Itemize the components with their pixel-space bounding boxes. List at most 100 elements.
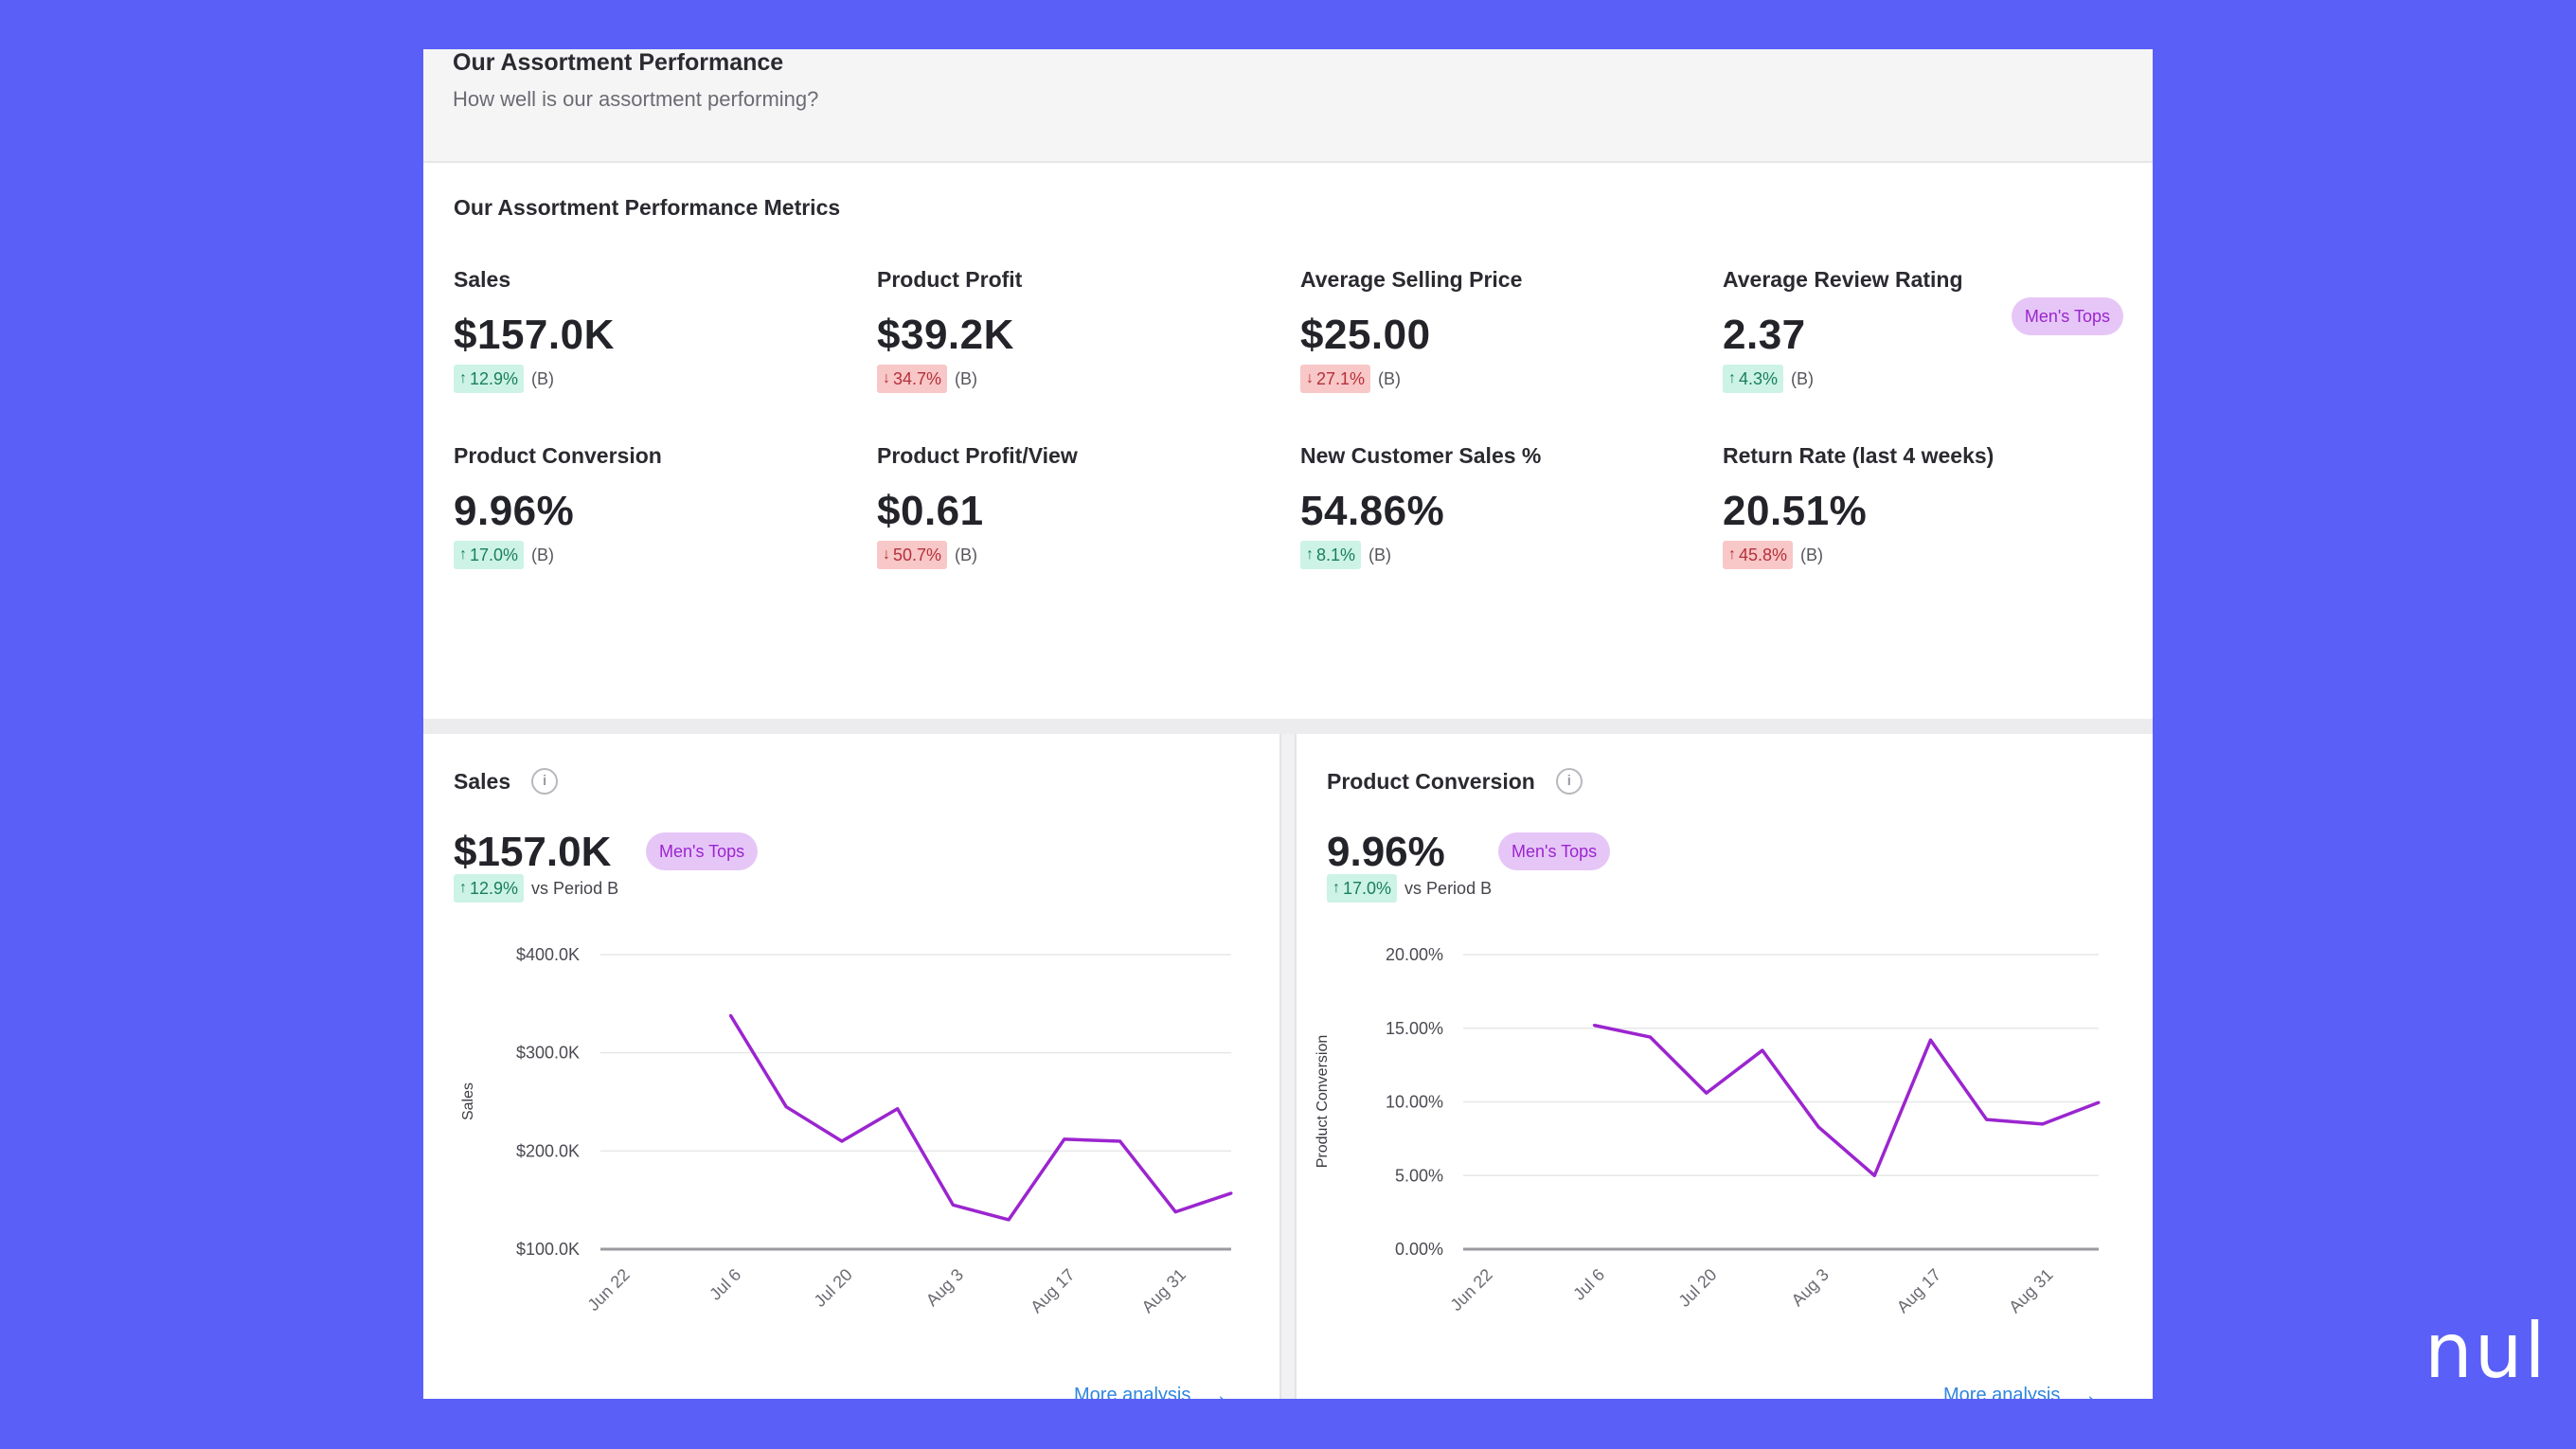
metric-delta-row: ↓ 34.7% (B) [877,365,1275,393]
metric-delta-row: ↑ 4.3% (B) [1723,365,2120,393]
chart-pill-mens-tops[interactable]: Men's Tops [646,832,759,870]
data-point [2041,1122,2045,1126]
metric-card: Sales $157.0K ↑ 12.9% (B) [454,267,851,393]
arrow-up-icon: ↑ [1728,370,1736,386]
data-point [1761,1048,1764,1052]
metric-value: $0.61 [877,488,984,534]
arrow-up-icon: ↑ [459,370,467,386]
chart-title-text: Product Conversion [1327,768,1535,794]
arrow-up-icon: ↑ [1728,546,1736,563]
x-tick-label: Aug 3 [1788,1265,1833,1310]
metric-value: 9.96% [454,488,575,534]
metric-delta-row: ↑ 12.9% (B) [454,365,851,393]
conversion-big-value: 9.96% [1327,829,1445,875]
delta-badge: ↑ 12.9% [454,874,525,903]
delta-badge: ↓ 34.7% [877,365,948,393]
more-analysis-label: More analysis [1074,1385,1191,1399]
sales-delta-row: ↑ 12.9% vs Period B [454,874,618,903]
delta-value: 12.9% [470,878,519,898]
period-tag: (B) [955,545,978,564]
data-point [896,1107,900,1111]
data-point [1063,1137,1066,1141]
metric-card: Product Profit/View $0.61 ↓ 50.7% (B) [877,443,1275,569]
dashboard-panel: Our Assortment Performance How well is o… [423,49,2153,1399]
arrow-down-icon: ↓ [883,546,890,563]
chart-title-text: Sales [454,768,511,794]
delta-badge: ↑ 17.0% [1327,874,1398,903]
metric-label: Sales [454,267,511,292]
arrow-up-icon: ↑ [1306,546,1314,563]
delta-value: 12.9% [470,368,519,388]
filter-pill-mens-tops[interactable]: Men's Tops [2011,297,2123,335]
x-tick-label: Aug 31 [2005,1265,2056,1316]
period-tag: (B) [955,368,978,388]
page-subtitle: How well is our assortment performing? [453,87,819,111]
chart-pill-mens-tops[interactable]: Men's Tops [1498,832,1611,870]
y-tick-label: 15.00% [1386,1019,1443,1038]
data-point [951,1203,955,1207]
data-point [728,1013,732,1017]
metric-delta-row: ↓ 27.1% (B) [1300,365,1698,393]
metric-value: 20.51% [1723,488,1868,534]
y-tick-label: $100.0K [516,1240,580,1259]
data-point [1118,1139,1122,1143]
sales-line-chart: $100.0K $200.0K $300.0K $400.0K Sales Jun 22 J… [460,945,1233,1316]
metric-label: Product Profit [877,267,1023,292]
x-tick-label: Jun 22 [1446,1265,1495,1315]
x-tick-label: Aug 17 [1893,1265,1944,1316]
data-point [1592,1024,1596,1028]
y-axis-label: Sales [460,1082,476,1120]
sales-chart-card: Sales i $157.0K Men's Tops ↑ 12.9% vs Per… [423,734,1279,1399]
period-tag: (B) [1800,545,1824,564]
y-tick-label: $400.0K [516,945,580,964]
delta-value: 50.7% [893,545,942,564]
delta-badge: ↑ 8.1% [1300,541,1362,569]
period-tag: (B) [531,368,555,388]
chart-title-conversion: Product Conversion i [1327,768,1583,795]
delta-badge: ↑ 4.3% [1723,365,1784,393]
page-header: Our Assortment Performance How well is o… [423,49,2153,163]
vs-period-text: vs Period B [531,878,619,898]
y-tick-label: $300.0K [516,1044,580,1063]
section-divider [423,719,2153,734]
delta-badge: ↓ 50.7% [877,541,948,569]
arrow-up-icon: ↑ [459,880,467,896]
metric-card: Return Rate (last 4 weeks) 20.51% ↑ 45.8% (B… [1723,443,2120,569]
data-point [1007,1218,1011,1222]
metric-card: New Customer Sales % 54.86% ↑ 8.1% (B) [1300,443,1698,569]
arrow-down-icon: ↓ [883,370,890,386]
series-line [728,1014,1232,1222]
delta-value: 4.3% [1739,368,1779,388]
arrow-down-icon: ↓ [1306,370,1314,386]
conversion-chart-card: Product Conversion i 9.96% Men's Tops ↑ 1… [1297,734,2153,1399]
metric-card: Product Profit $39.2K ↓ 34.7% (B) [877,267,1275,393]
period-tag: (B) [1378,368,1402,388]
period-tag: (B) [1368,545,1392,564]
metrics-section: Our Assortment Performance Metrics Men's… [423,163,2153,717]
conversion-delta-row: ↑ 17.0% vs Period B [1327,874,1492,903]
x-tick-label: Jul 20 [811,1265,856,1311]
data-point [1985,1118,1989,1121]
data-point [1649,1035,1653,1039]
data-point [840,1139,844,1143]
metric-label: Average Selling Price [1300,267,1523,292]
more-analysis-label: More analysis [1943,1385,2061,1399]
metric-label: Return Rate (last 4 weeks) [1723,443,1995,468]
info-icon[interactable]: i [1555,768,1583,795]
metric-value: 2.37 [1723,312,1806,358]
metric-value: $157.0K [454,312,615,358]
metric-value: 54.86% [1300,488,1445,534]
chart-separator [1279,734,1297,1399]
delta-value: 17.0% [1343,878,1392,898]
x-tick-label: Jul 6 [706,1265,744,1304]
info-icon[interactable]: i [531,768,559,795]
arrow-right-icon: → [1204,1381,1229,1399]
more-analysis-link[interactable]: More analysis → [1074,1381,1228,1399]
more-analysis-link[interactable]: More analysis → [1943,1381,2098,1399]
metric-card: Average Selling Price $25.00 ↓ 27.1% (B) [1300,267,1698,393]
delta-badge: ↑ 45.8% [1723,541,1794,569]
metric-card: Average Review Rating 2.37 ↑ 4.3% (B) [1723,267,2120,393]
conversion-line-chart: 0.00% 5.00% 10.00% 15.00% 20.00% Product Conv… [1315,945,2101,1316]
data-point [1872,1173,1876,1177]
brand-logo: nul [2424,1307,2548,1395]
